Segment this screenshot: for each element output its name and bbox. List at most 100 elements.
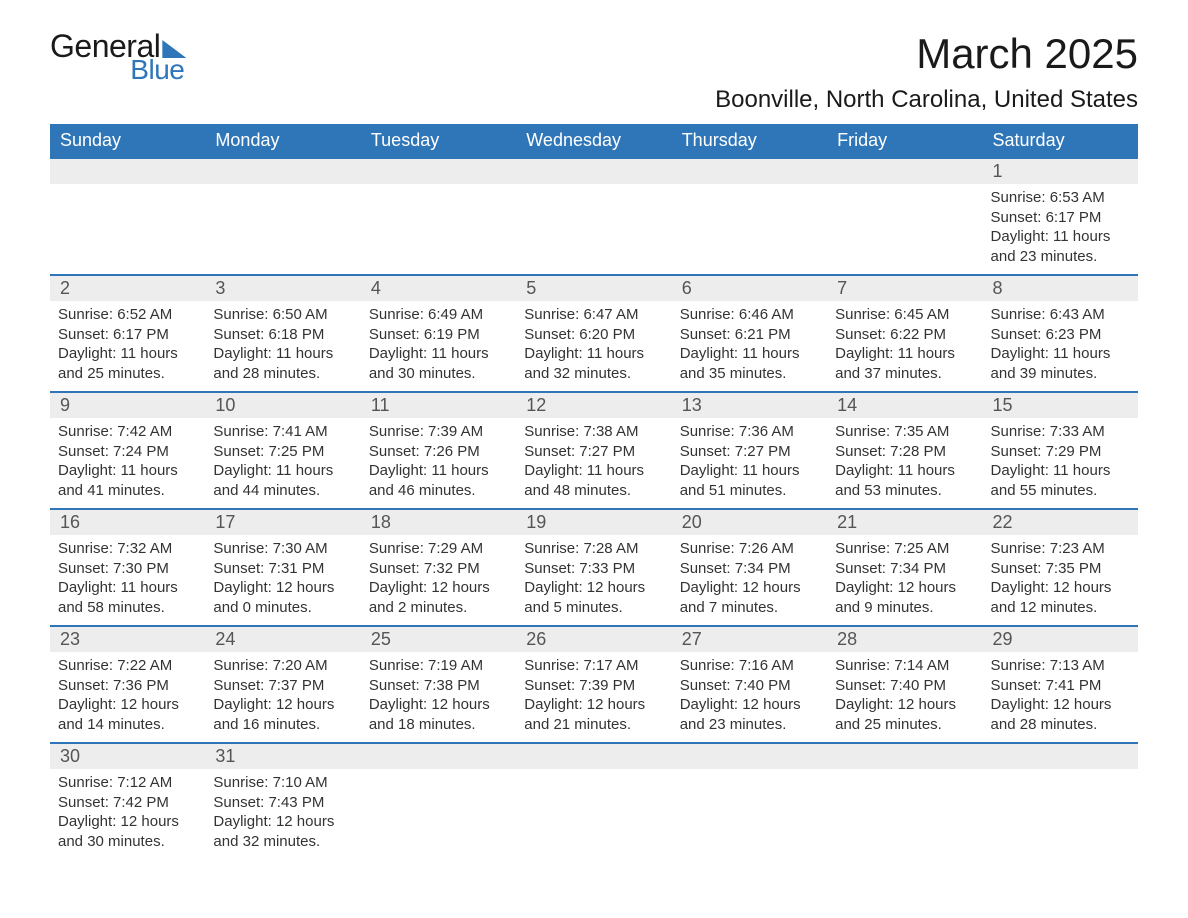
- day-cell: 10Sunrise: 7:41 AMSunset: 7:25 PMDayligh…: [205, 391, 360, 508]
- day-number: 20: [672, 508, 827, 535]
- daylight-text: Daylight: 12 hours and 30 minutes.: [58, 812, 197, 851]
- sunrise-text: Sunrise: 7:38 AM: [524, 422, 663, 442]
- week-row: 30Sunrise: 7:12 AMSunset: 7:42 PMDayligh…: [50, 742, 1138, 859]
- day-body: Sunrise: 7:22 AMSunset: 7:36 PMDaylight:…: [50, 652, 205, 740]
- sunset-text: Sunset: 7:28 PM: [835, 442, 974, 462]
- day-body: Sunrise: 7:14 AMSunset: 7:40 PMDaylight:…: [827, 652, 982, 740]
- sunset-text: Sunset: 6:23 PM: [991, 325, 1130, 345]
- sunset-text: Sunset: 7:29 PM: [991, 442, 1130, 462]
- day-cell: 23Sunrise: 7:22 AMSunset: 7:36 PMDayligh…: [50, 625, 205, 742]
- day-body: Sunrise: 7:39 AMSunset: 7:26 PMDaylight:…: [361, 418, 516, 506]
- sunset-text: Sunset: 7:26 PM: [369, 442, 508, 462]
- sunset-text: Sunset: 7:41 PM: [991, 676, 1130, 696]
- dow-sunday: Sunday: [50, 124, 205, 157]
- day-body: Sunrise: 7:32 AMSunset: 7:30 PMDaylight:…: [50, 535, 205, 623]
- sunset-text: Sunset: 7:36 PM: [58, 676, 197, 696]
- day-body: Sunrise: 7:41 AMSunset: 7:25 PMDaylight:…: [205, 418, 360, 506]
- title-block: March 2025 Boonville, North Carolina, Un…: [715, 30, 1138, 114]
- day-number: 10: [205, 391, 360, 418]
- daylight-text: Daylight: 12 hours and 32 minutes.: [213, 812, 352, 851]
- sunrise-text: Sunrise: 7:35 AM: [835, 422, 974, 442]
- day-cell: [983, 742, 1138, 859]
- sunset-text: Sunset: 7:40 PM: [835, 676, 974, 696]
- daylight-text: Daylight: 12 hours and 5 minutes.: [524, 578, 663, 617]
- day-number: 5: [516, 274, 671, 301]
- day-body: Sunrise: 7:36 AMSunset: 7:27 PMDaylight:…: [672, 418, 827, 506]
- dow-thursday: Thursday: [672, 124, 827, 157]
- sunset-text: Sunset: 7:39 PM: [524, 676, 663, 696]
- sunrise-text: Sunrise: 6:43 AM: [991, 305, 1130, 325]
- day-body: [50, 184, 205, 266]
- daylight-text: Daylight: 11 hours and 37 minutes.: [835, 344, 974, 383]
- sunrise-text: Sunrise: 7:19 AM: [369, 656, 508, 676]
- daylight-text: Daylight: 11 hours and 30 minutes.: [369, 344, 508, 383]
- day-body: Sunrise: 7:20 AMSunset: 7:37 PMDaylight:…: [205, 652, 360, 740]
- sunrise-text: Sunrise: 7:10 AM: [213, 773, 352, 793]
- day-number: 8: [983, 274, 1138, 301]
- daylight-text: Daylight: 11 hours and 41 minutes.: [58, 461, 197, 500]
- daylight-text: Daylight: 12 hours and 16 minutes.: [213, 695, 352, 734]
- daylight-text: Daylight: 12 hours and 23 minutes.: [680, 695, 819, 734]
- daylight-text: Daylight: 11 hours and 23 minutes.: [991, 227, 1130, 266]
- day-number: 23: [50, 625, 205, 652]
- sunrise-text: Sunrise: 7:23 AM: [991, 539, 1130, 559]
- day-cell: 21Sunrise: 7:25 AMSunset: 7:34 PMDayligh…: [827, 508, 982, 625]
- day-cell: 15Sunrise: 7:33 AMSunset: 7:29 PMDayligh…: [983, 391, 1138, 508]
- day-cell: 13Sunrise: 7:36 AMSunset: 7:27 PMDayligh…: [672, 391, 827, 508]
- daylight-text: Daylight: 11 hours and 32 minutes.: [524, 344, 663, 383]
- sunset-text: Sunset: 6:22 PM: [835, 325, 974, 345]
- day-body: [516, 769, 671, 851]
- sunrise-text: Sunrise: 7:33 AM: [991, 422, 1130, 442]
- day-number: 25: [361, 625, 516, 652]
- day-number: 16: [50, 508, 205, 535]
- week-row: 9Sunrise: 7:42 AMSunset: 7:24 PMDaylight…: [50, 391, 1138, 508]
- sunrise-text: Sunrise: 7:22 AM: [58, 656, 197, 676]
- day-number: 12: [516, 391, 671, 418]
- daylight-text: Daylight: 12 hours and 0 minutes.: [213, 578, 352, 617]
- day-cell: [516, 742, 671, 859]
- day-cell: 30Sunrise: 7:12 AMSunset: 7:42 PMDayligh…: [50, 742, 205, 859]
- day-cell: 2Sunrise: 6:52 AMSunset: 6:17 PMDaylight…: [50, 274, 205, 391]
- day-number: 18: [361, 508, 516, 535]
- logo-text-blue: Blue: [50, 56, 186, 84]
- sunrise-text: Sunrise: 7:29 AM: [369, 539, 508, 559]
- day-number: [516, 742, 671, 769]
- day-number: 30: [50, 742, 205, 769]
- day-cell: 16Sunrise: 7:32 AMSunset: 7:30 PMDayligh…: [50, 508, 205, 625]
- day-body: Sunrise: 6:53 AMSunset: 6:17 PMDaylight:…: [983, 184, 1138, 272]
- day-number: 6: [672, 274, 827, 301]
- day-number: 3: [205, 274, 360, 301]
- day-cell: 5Sunrise: 6:47 AMSunset: 6:20 PMDaylight…: [516, 274, 671, 391]
- sunset-text: Sunset: 7:24 PM: [58, 442, 197, 462]
- daylight-text: Daylight: 11 hours and 58 minutes.: [58, 578, 197, 617]
- daylight-text: Daylight: 11 hours and 55 minutes.: [991, 461, 1130, 500]
- sunset-text: Sunset: 6:21 PM: [680, 325, 819, 345]
- daylight-text: Daylight: 12 hours and 25 minutes.: [835, 695, 974, 734]
- day-cell: 1Sunrise: 6:53 AMSunset: 6:17 PMDaylight…: [983, 157, 1138, 274]
- sunrise-text: Sunrise: 7:25 AM: [835, 539, 974, 559]
- day-cell: [827, 157, 982, 274]
- sunrise-text: Sunrise: 7:32 AM: [58, 539, 197, 559]
- day-number: [361, 157, 516, 184]
- day-body: Sunrise: 7:26 AMSunset: 7:34 PMDaylight:…: [672, 535, 827, 623]
- day-cell: [672, 742, 827, 859]
- dow-monday: Monday: [205, 124, 360, 157]
- day-number: 22: [983, 508, 1138, 535]
- daylight-text: Daylight: 11 hours and 39 minutes.: [991, 344, 1130, 383]
- day-cell: [361, 742, 516, 859]
- day-body: Sunrise: 6:49 AMSunset: 6:19 PMDaylight:…: [361, 301, 516, 389]
- day-body: Sunrise: 7:19 AMSunset: 7:38 PMDaylight:…: [361, 652, 516, 740]
- sunset-text: Sunset: 6:17 PM: [991, 208, 1130, 228]
- day-cell: [516, 157, 671, 274]
- day-body: [361, 184, 516, 266]
- sunset-text: Sunset: 6:19 PM: [369, 325, 508, 345]
- day-body: Sunrise: 6:46 AMSunset: 6:21 PMDaylight:…: [672, 301, 827, 389]
- day-cell: [205, 157, 360, 274]
- day-body: [361, 769, 516, 851]
- sunset-text: Sunset: 7:27 PM: [524, 442, 663, 462]
- day-number: 24: [205, 625, 360, 652]
- day-body: Sunrise: 7:23 AMSunset: 7:35 PMDaylight:…: [983, 535, 1138, 623]
- sunset-text: Sunset: 6:17 PM: [58, 325, 197, 345]
- daylight-text: Daylight: 11 hours and 53 minutes.: [835, 461, 974, 500]
- day-cell: 25Sunrise: 7:19 AMSunset: 7:38 PMDayligh…: [361, 625, 516, 742]
